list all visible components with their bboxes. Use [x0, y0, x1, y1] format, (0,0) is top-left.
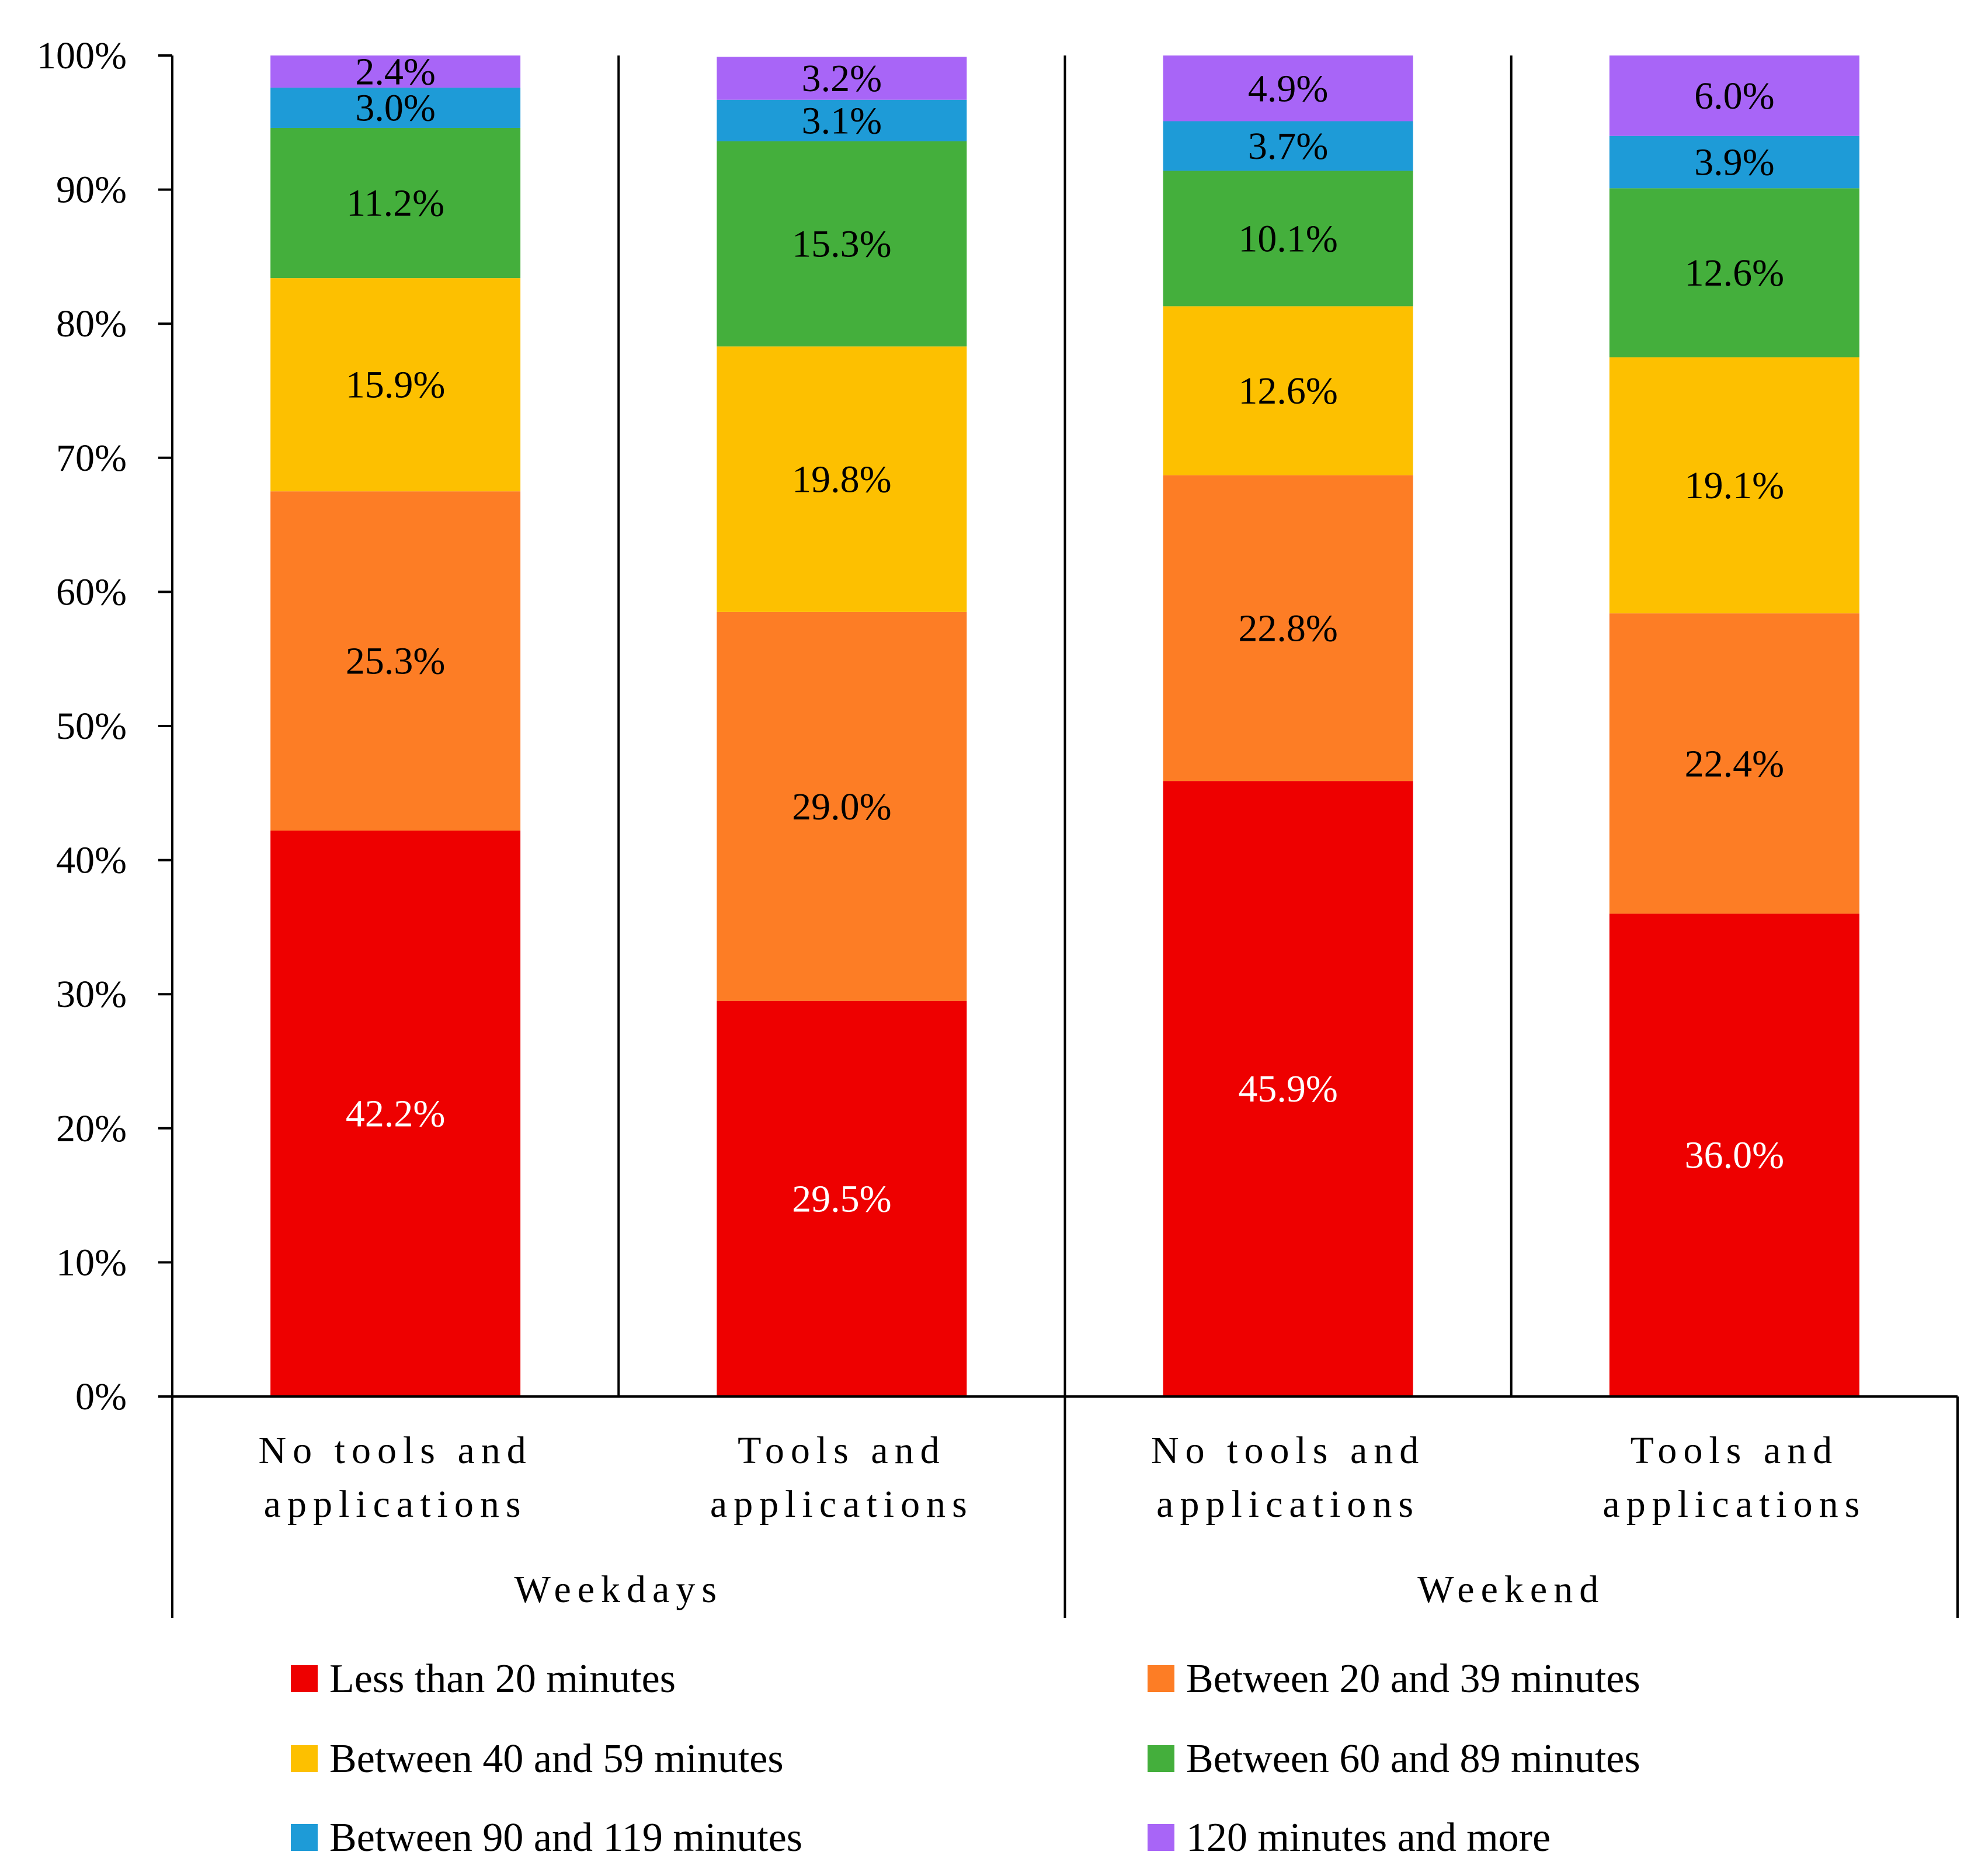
x-category-label: applications: [1602, 1483, 1866, 1526]
axes: [171, 55, 1959, 1618]
x-category-label: applications: [710, 1483, 974, 1526]
bar-segment: [717, 141, 967, 347]
y-tick-label: 20%: [56, 1107, 127, 1150]
bar-segment: [1609, 613, 1859, 914]
legend-swatch: [1148, 1665, 1174, 1692]
x-category-label: Tools and: [1631, 1429, 1839, 1472]
y-axis: 0% 10% 20% 30% 40% 50% 60% 70% 80% 90% 100%: [37, 34, 172, 1418]
data-label: 15.3%: [792, 223, 891, 266]
bars: [270, 55, 1859, 1396]
y-tick-label: 90%: [56, 169, 127, 211]
data-label: 12.6%: [1238, 370, 1337, 412]
legend-swatch: [291, 1824, 318, 1851]
bar-segment: [1163, 781, 1413, 1396]
data-label: 4.9%: [1248, 67, 1328, 110]
data-label: 19.1%: [1685, 464, 1784, 507]
data-label: 3.7%: [1248, 125, 1328, 168]
legend-swatch: [1148, 1745, 1174, 1772]
bar-segment: [717, 612, 967, 1001]
data-label: 29.5%: [792, 1177, 891, 1220]
bar-segment: [1609, 136, 1859, 189]
data-label: 3.1%: [802, 99, 882, 142]
bar-segment: [270, 88, 521, 128]
legend-label: Between 90 and 119 minutes: [329, 1815, 802, 1860]
y-tick-label: 0%: [75, 1375, 127, 1418]
y-tick-label: 60%: [56, 571, 127, 613]
bar-segment: [1163, 55, 1413, 121]
bar-segment: [270, 55, 521, 88]
data-label: 22.8%: [1238, 607, 1337, 649]
bar-segment: [1163, 306, 1413, 475]
legend-label: 120 minutes and more: [1186, 1815, 1551, 1860]
legend: Less than 20 minutes Between 20 and 39 mi…: [291, 1656, 1640, 1860]
data-label: 29.0%: [792, 786, 891, 828]
bar-segment: [1609, 55, 1859, 136]
data-label: 12.6%: [1685, 252, 1784, 294]
legend-swatch: [291, 1665, 318, 1692]
x-axis-categories: No tools and applications Tools and applica…: [258, 1429, 1866, 1611]
x-group-label: Weekend: [1417, 1568, 1605, 1611]
data-label: 3.9%: [1694, 141, 1774, 184]
bar-segment: [1163, 475, 1413, 781]
bar-segment: [270, 127, 521, 279]
bar-segment: [1609, 188, 1859, 357]
y-tick-label: 30%: [56, 973, 127, 1016]
bar-segment: [717, 346, 967, 612]
data-label: 22.4%: [1685, 742, 1784, 785]
bar-segment: [1163, 121, 1413, 171]
legend-label: Between 20 and 39 minutes: [1186, 1656, 1640, 1701]
x-category-label: No tools and: [1151, 1429, 1425, 1472]
data-label: 15.9%: [346, 364, 445, 407]
x-category-label: No tools and: [258, 1429, 532, 1472]
legend-swatch: [291, 1745, 318, 1772]
bar-segment: [1609, 357, 1859, 614]
data-label: 11.2%: [346, 182, 444, 225]
x-group-label: Weekdays: [514, 1568, 723, 1611]
y-tick-label: 70%: [56, 437, 127, 480]
data-label: 2.4%: [355, 51, 435, 93]
bar-segment: [1609, 913, 1859, 1396]
bar-segment: [717, 99, 967, 141]
data-label: 19.8%: [792, 458, 891, 501]
y-tick-label: 10%: [56, 1241, 127, 1284]
data-label: 25.3%: [346, 640, 445, 683]
data-label: 45.9%: [1238, 1068, 1337, 1110]
y-tick-label: 80%: [56, 303, 127, 345]
legend-label: Less than 20 minutes: [329, 1656, 676, 1701]
x-category-label: applications: [264, 1483, 527, 1526]
data-label: 42.2%: [346, 1093, 445, 1135]
data-label: 3.0%: [355, 87, 435, 130]
y-tick-label: 50%: [56, 705, 127, 748]
data-label: 10.1%: [1238, 217, 1337, 260]
x-category-label: applications: [1156, 1483, 1420, 1526]
data-label: 36.0%: [1685, 1134, 1784, 1177]
data-label: 3.2%: [802, 57, 882, 100]
legend-label: Between 40 and 59 minutes: [329, 1736, 784, 1781]
y-tick-label: 40%: [56, 839, 127, 882]
data-labels: 42.2% 25.3% 15.9% 11.2% 3.0%2.4% 29.5% 29.0% 19…: [346, 51, 1784, 1221]
bar-segment: [270, 491, 521, 831]
bar-segment: [1163, 171, 1413, 307]
bar-segment: [717, 57, 967, 100]
y-tick-label: 100%: [37, 34, 127, 77]
legend-label: Between 60 and 89 minutes: [1186, 1736, 1640, 1781]
data-label: 6.0%: [1694, 75, 1774, 117]
bar-segment: [270, 831, 521, 1396]
x-category-label: Tools and: [738, 1429, 946, 1472]
legend-swatch: [1148, 1824, 1174, 1851]
bar-segment: [717, 1000, 967, 1396]
bar-segment: [270, 278, 521, 492]
